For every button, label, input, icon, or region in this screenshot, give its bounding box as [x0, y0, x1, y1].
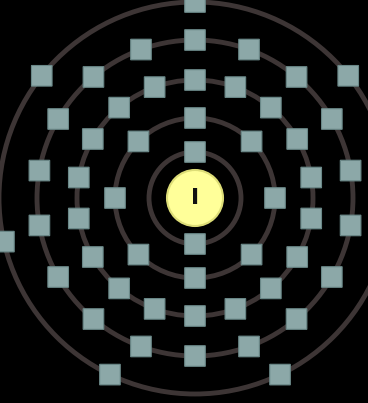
FancyBboxPatch shape [265, 188, 285, 208]
FancyBboxPatch shape [239, 336, 259, 357]
FancyBboxPatch shape [301, 208, 322, 229]
FancyBboxPatch shape [48, 109, 68, 129]
Text: I: I [191, 188, 199, 208]
FancyBboxPatch shape [287, 247, 308, 267]
FancyBboxPatch shape [128, 131, 149, 152]
FancyBboxPatch shape [185, 346, 205, 366]
FancyBboxPatch shape [185, 268, 205, 288]
FancyBboxPatch shape [109, 97, 130, 118]
FancyBboxPatch shape [185, 142, 205, 162]
FancyBboxPatch shape [322, 109, 342, 129]
FancyBboxPatch shape [144, 299, 165, 319]
FancyBboxPatch shape [322, 267, 342, 287]
FancyBboxPatch shape [105, 188, 125, 208]
FancyBboxPatch shape [31, 66, 52, 86]
FancyBboxPatch shape [29, 160, 50, 181]
Circle shape [167, 170, 223, 226]
FancyBboxPatch shape [185, 0, 205, 12]
FancyBboxPatch shape [109, 278, 130, 299]
FancyBboxPatch shape [340, 160, 361, 181]
FancyBboxPatch shape [270, 364, 290, 385]
FancyBboxPatch shape [225, 77, 246, 98]
FancyBboxPatch shape [241, 244, 262, 265]
FancyBboxPatch shape [301, 167, 322, 188]
FancyBboxPatch shape [185, 30, 205, 50]
FancyBboxPatch shape [29, 215, 50, 236]
FancyBboxPatch shape [185, 234, 205, 254]
FancyBboxPatch shape [261, 97, 281, 118]
FancyBboxPatch shape [185, 70, 205, 90]
FancyBboxPatch shape [68, 167, 89, 188]
FancyBboxPatch shape [239, 39, 259, 60]
FancyBboxPatch shape [82, 247, 103, 267]
FancyBboxPatch shape [340, 215, 361, 236]
FancyBboxPatch shape [338, 66, 358, 86]
FancyBboxPatch shape [68, 208, 89, 229]
FancyBboxPatch shape [185, 108, 205, 128]
FancyBboxPatch shape [82, 129, 103, 149]
FancyBboxPatch shape [241, 131, 262, 152]
FancyBboxPatch shape [0, 231, 14, 252]
FancyBboxPatch shape [83, 309, 104, 329]
FancyBboxPatch shape [131, 336, 151, 357]
FancyBboxPatch shape [131, 39, 151, 60]
FancyBboxPatch shape [287, 129, 308, 149]
FancyBboxPatch shape [128, 244, 149, 265]
FancyBboxPatch shape [185, 306, 205, 326]
FancyBboxPatch shape [83, 66, 104, 87]
FancyBboxPatch shape [48, 267, 68, 287]
FancyBboxPatch shape [286, 66, 307, 87]
FancyBboxPatch shape [144, 77, 165, 98]
FancyBboxPatch shape [225, 299, 246, 319]
FancyBboxPatch shape [100, 364, 120, 385]
FancyBboxPatch shape [261, 278, 281, 299]
FancyBboxPatch shape [286, 309, 307, 329]
